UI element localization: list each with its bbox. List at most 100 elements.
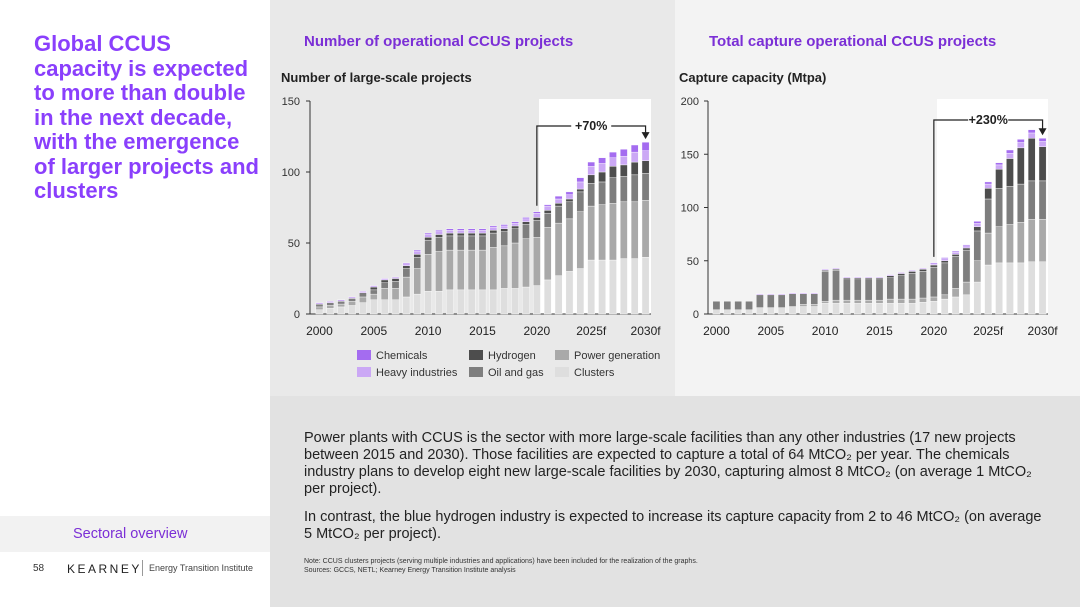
bar-projects-2021-clusters xyxy=(543,279,552,315)
page-number: 58 xyxy=(33,563,45,574)
section-band xyxy=(0,516,270,552)
bar-projects-2010-power_generation xyxy=(424,254,432,292)
bar-projects-2020-clusters xyxy=(533,285,541,315)
bar-projects-2005-heavy_industries xyxy=(370,285,378,288)
bar-projects-2006-oil_and_gas xyxy=(380,282,389,289)
x-tick-label-capacity: 2030f xyxy=(1028,324,1059,338)
bar-capacity-2021-chemicals xyxy=(940,257,949,259)
chart-title-capacity: Total capture operational CCUS projects xyxy=(709,33,997,50)
bar-projects-2015-clusters xyxy=(478,289,487,315)
bar-projects-2007-hydrogen xyxy=(391,278,400,282)
logo-subtitle: Energy Transition Institute xyxy=(149,563,254,573)
bar-projects-2016-power_generation xyxy=(489,247,498,291)
note-text: Note: CCUS clusters projects (serving mu… xyxy=(304,558,698,565)
bar-capacity-2009-clusters xyxy=(810,306,819,315)
footnotes: Note: CCUS clusters projects (serving mu… xyxy=(304,557,698,575)
bar-capacity-2010-heavy_industries xyxy=(821,269,829,271)
bar-capacity-2004-clusters xyxy=(756,307,764,315)
bar-projects-2023-clusters xyxy=(565,271,574,315)
bar-capacity-2029-oil_and_gas xyxy=(1027,180,1036,220)
bar-projects-2001-heavy_industries xyxy=(326,301,335,303)
bar-projects-2025-hydrogen xyxy=(587,174,595,184)
x-tick-label-projects: 2005 xyxy=(360,324,387,338)
bar-projects-2002-oil_and_gas xyxy=(337,301,345,305)
bar-projects-2019-power_generation xyxy=(522,238,530,288)
bar-projects-2019-chemicals xyxy=(522,217,530,220)
y-tick-label-capacity: 50 xyxy=(687,256,699,268)
bar-projects-2005-hydrogen xyxy=(370,286,378,291)
charts-svg: Number of large-scale projects 0 50 100 150 2… xyxy=(281,70,1059,379)
bar-projects-2013-power_generation xyxy=(456,249,465,291)
bar-projects-2009-chemicals xyxy=(413,249,422,252)
bar-capacity-2018-heavy_industries xyxy=(908,270,916,272)
bar-projects-2014-chemicals xyxy=(467,228,476,231)
bar-capacity-2013-oil_and_gas xyxy=(853,278,862,301)
bar-projects-2008-oil_and_gas xyxy=(402,268,411,278)
bar-projects-2019-clusters xyxy=(522,286,530,315)
bar-projects-2024-heavy_industries xyxy=(576,181,585,190)
bar-capacity-2024-hydrogen xyxy=(973,226,982,232)
bar-capacity-2020-hydrogen xyxy=(930,264,938,268)
bar-projects-2006-hydrogen xyxy=(380,279,389,283)
bar-capacity-2013-power_generation xyxy=(853,299,862,304)
bar-projects-2010-hydrogen xyxy=(424,237,432,241)
bar-projects-2011-power_generation xyxy=(435,251,443,292)
section-label[interactable]: Sectoral overview xyxy=(73,526,188,542)
bar-capacity-2030-chemicals xyxy=(1038,138,1047,142)
y-tick-label-projects: 100 xyxy=(282,167,300,179)
bar-capacity-2029-chemicals xyxy=(1027,129,1036,134)
bar-projects-2014-hydrogen xyxy=(467,232,476,237)
bar-capacity-2008-power_generation xyxy=(799,304,808,307)
page-headline: Global CCUS capacity is expected to more… xyxy=(34,31,259,203)
bar-capacity-2018-hydrogen xyxy=(908,271,916,274)
bar-projects-2014-power_generation xyxy=(467,249,476,291)
bar-capacity-2003-oil_and_gas xyxy=(745,301,753,310)
bar-projects-2012-hydrogen xyxy=(446,232,454,237)
bar-capacity-2028-oil_and_gas xyxy=(1017,183,1025,223)
bar-capacity-2025-chemicals xyxy=(984,181,992,185)
bar-projects-2018-clusters xyxy=(511,288,519,315)
bar-capacity-2014-clusters xyxy=(864,303,873,315)
bar-capacity-2022-power_generation xyxy=(951,288,960,298)
bar-capacity-2024-power_generation xyxy=(973,260,982,283)
bar-capacity-2022-chemicals xyxy=(951,250,960,253)
bar-projects-2022-heavy_industries xyxy=(554,198,563,204)
bar-projects-2017-power_generation xyxy=(500,245,509,289)
kearney-logo: KEARNEY xyxy=(67,562,142,576)
bar-projects-2018-heavy_industries xyxy=(511,222,519,227)
legend-swatch-chemicals xyxy=(357,350,371,360)
bar-capacity-2028-power_generation xyxy=(1017,222,1025,264)
bar-capacity-2016-hydrogen xyxy=(886,275,895,278)
bar-projects-2013-heavy_industries xyxy=(456,230,465,234)
bar-capacity-2029-power_generation xyxy=(1027,219,1036,263)
bar-projects-2009-clusters xyxy=(413,293,422,315)
growth-arrowhead-capacity xyxy=(1038,128,1047,136)
bar-capacity-2005-heavy_industries xyxy=(767,293,775,296)
bar-projects-2002-power_generation xyxy=(337,303,345,308)
bar-capacity-2012-oil_and_gas xyxy=(843,278,851,301)
bar-projects-2016-heavy_industries xyxy=(489,227,498,231)
bar-capacity-2018-oil_and_gas xyxy=(908,273,916,300)
bar-capacity-2027-chemicals xyxy=(1006,149,1014,154)
bar-projects-2020-power_generation xyxy=(533,237,541,286)
bar-projects-2006-heavy_industries xyxy=(380,278,389,281)
bar-projects-2000-clusters xyxy=(315,309,324,315)
bar-projects-2000-power_generation xyxy=(315,306,324,310)
bar-projects-2017-heavy_industries xyxy=(500,225,509,230)
growth-annotation-bg-projects xyxy=(571,117,612,133)
y-tick-label-capacity: 200 xyxy=(681,96,699,108)
bar-projects-2013-oil_and_gas xyxy=(456,235,465,251)
bar-projects-2026-clusters xyxy=(598,259,606,315)
bar-projects-2004-oil_and_gas xyxy=(359,292,367,298)
bar-capacity-2022-hydrogen xyxy=(951,254,960,257)
bar-projects-2019-hydrogen xyxy=(522,221,530,225)
bar-capacity-2013-clusters xyxy=(853,303,862,315)
bar-projects-2006-clusters xyxy=(380,299,389,315)
bar-capacity-2020-chemicals xyxy=(930,262,938,265)
bar-capacity-2013-heavy_industries xyxy=(853,276,862,278)
bar-projects-2007-power_generation xyxy=(391,288,400,301)
bar-capacity-2015-clusters xyxy=(875,303,884,315)
bar-capacity-2011-power_generation xyxy=(832,299,840,304)
bar-projects-2004-heavy_industries xyxy=(359,291,367,293)
bar-projects-2024-clusters xyxy=(576,268,585,315)
